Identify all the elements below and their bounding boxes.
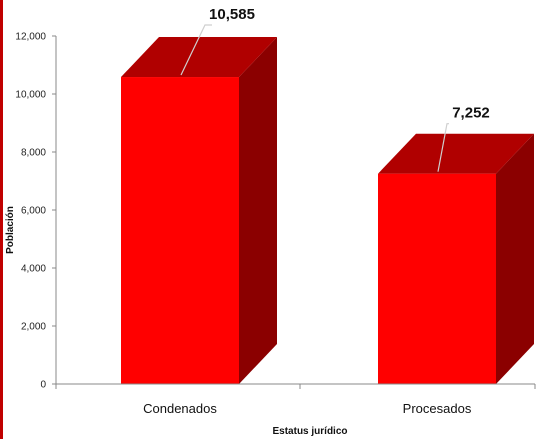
y-tick-label: 6,000	[21, 206, 46, 217]
bar-front-face	[378, 173, 496, 384]
y-tick-label: 10,000	[15, 90, 46, 101]
bar-side-face	[496, 133, 534, 384]
left-accent-bar	[0, 0, 3, 439]
x-category-label: Procesados	[403, 401, 472, 416]
x-category-label: Condenados	[143, 401, 217, 416]
y-tick-label: 4,000	[21, 264, 46, 275]
y-ticks-group: 0 2,000 4,000 6,000 8,000 10,000 12,000	[15, 32, 56, 391]
bars-group	[121, 37, 534, 384]
y-axis-title: Población	[5, 206, 16, 254]
y-tick-label: 0	[40, 380, 46, 391]
y-tick-label: 12,000	[15, 32, 46, 43]
bar-side-face	[239, 37, 277, 384]
y-tick-label: 8,000	[21, 148, 46, 159]
data-label: 7,252	[452, 105, 490, 122]
bar-top-face	[378, 133, 534, 174]
data-label-leader	[437, 123, 449, 172]
bar-condenados	[121, 37, 277, 384]
x-axis-title: Estatus jurídico	[272, 426, 347, 437]
bar-front-face	[121, 77, 239, 384]
y-tick-label: 2,000	[21, 322, 46, 333]
data-labels-group: 10,585 7,252	[180, 6, 490, 172]
data-label: 10,585	[209, 6, 255, 23]
x-category-group: Condenados Procesados	[143, 401, 472, 416]
data-label-leader	[180, 24, 212, 76]
bar-procesados	[378, 133, 534, 384]
bar-top-face	[121, 37, 277, 78]
